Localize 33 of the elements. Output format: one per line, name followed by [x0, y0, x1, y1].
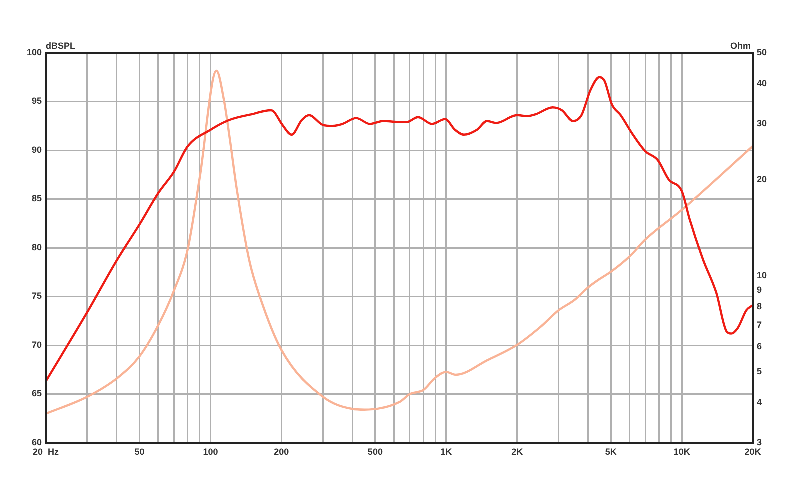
y-tick-label: 40 [757, 78, 768, 88]
y-tick-label: 20 [757, 174, 768, 184]
x-tick-label: 1K [440, 446, 453, 457]
x-tick-label: 100 [203, 446, 218, 457]
y2-tick-label: 85 [32, 194, 42, 204]
y2-tick-label: 100 [26, 47, 42, 58]
y-axis-title: Ohm [730, 40, 751, 51]
y-tick-label: 7 [757, 320, 762, 330]
x-tick-label: 20 Hz [32, 446, 60, 457]
y-tick-label: 10 [757, 270, 768, 281]
y2-tick-label: 70 [32, 340, 42, 350]
y-tick-label: 9 [757, 285, 762, 296]
x-tick-label: 50 [134, 446, 145, 457]
y-tick-label: 4 [757, 398, 762, 408]
y2-tick-label: 90 [32, 144, 42, 155]
y-tick-label: 30 [757, 118, 768, 128]
y-tick-label: 5 [757, 366, 762, 377]
y2-tick-label: 95 [32, 96, 42, 106]
y2-tick-label: 80 [32, 242, 42, 252]
x-tick-label: 2K [512, 446, 524, 457]
x-tick-label: 5K [605, 446, 618, 457]
x-tick-label: 10K [674, 446, 691, 457]
y-tick-label: 6 [757, 341, 762, 352]
x-tick-label: 200 [274, 446, 290, 457]
y2-tick-label: 75 [32, 291, 42, 302]
y-tick-label: 8 [757, 302, 762, 312]
y-tick-label: 50 [757, 47, 768, 58]
x-tick-label: 20K [744, 446, 762, 457]
y-tick-label: 3 [757, 437, 762, 448]
y2-tick-label: 65 [32, 388, 42, 399]
y2-axis-title: dBSPL [46, 40, 76, 51]
x-tick-label: 500 [368, 446, 383, 457]
y2-tick-label: 60 [32, 437, 42, 448]
